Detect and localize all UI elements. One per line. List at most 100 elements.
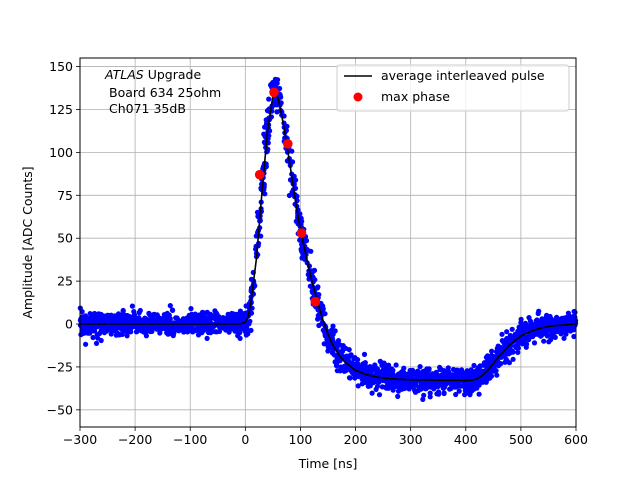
sample-point (124, 330, 131, 336)
average-pulse-line (80, 90, 577, 382)
sample-point (167, 303, 173, 309)
y-tick-label: 75 (57, 188, 73, 203)
sample-point (563, 328, 569, 335)
x-tick-label: −100 (173, 432, 207, 447)
sample-point (405, 380, 411, 386)
sample-point (147, 328, 153, 335)
sample-point (199, 311, 205, 317)
sample-point (341, 363, 347, 370)
sample-point (456, 388, 462, 394)
sample-point (142, 316, 148, 322)
sample-point (434, 391, 440, 397)
sample-point (95, 335, 101, 341)
sample-point (346, 347, 352, 353)
sample-point (361, 351, 368, 357)
sample-point (79, 325, 86, 331)
sample-point (485, 368, 491, 374)
sample-point (365, 379, 371, 385)
sample-point (241, 315, 247, 321)
sample-point (365, 383, 371, 389)
sample-point (395, 388, 402, 394)
sample-point (116, 332, 122, 338)
sample-point (462, 387, 468, 394)
sample-point (417, 373, 423, 380)
sample-point (353, 361, 359, 367)
sample-point (193, 318, 199, 324)
sample-point (90, 319, 96, 325)
sample-point (129, 303, 135, 309)
sample-point (322, 311, 328, 317)
sample-point (270, 79, 276, 86)
sample-point (226, 324, 232, 330)
sample-point (515, 342, 521, 348)
average-line-group (80, 90, 577, 382)
sample-point (393, 362, 399, 368)
max-phase-marker (269, 87, 279, 98)
sample-point (206, 326, 212, 332)
sample-point (557, 325, 563, 331)
sample-point (190, 329, 196, 335)
sample-point (487, 359, 493, 366)
sample-point (412, 389, 419, 395)
sample-point (572, 309, 578, 315)
sample-point (369, 390, 375, 396)
sample-point (120, 315, 126, 321)
max-phase-marker (283, 139, 293, 149)
sample-point (165, 331, 171, 337)
sample-point (448, 381, 454, 387)
ticks: −300 −200 −100 0 100 200 300 400 500 600 −50 −25 0 25… (47, 59, 588, 447)
sample-point (538, 318, 545, 324)
sample-point (565, 310, 572, 316)
sample-point (504, 329, 510, 335)
sample-point (96, 311, 102, 317)
sample-point (389, 366, 395, 372)
y-tick-label: 150 (49, 59, 73, 74)
sample-point (430, 382, 436, 388)
sample-point (541, 338, 547, 344)
sample-point (426, 376, 432, 382)
sample-point (453, 391, 459, 398)
x-tick-label: 400 (454, 432, 478, 447)
sample-point (376, 392, 383, 398)
sample-point (262, 191, 268, 197)
sample-point (123, 323, 129, 329)
sample-point (435, 384, 441, 390)
sample-point (445, 365, 451, 371)
sample-point (222, 325, 228, 331)
sample-point (333, 363, 340, 369)
sample-point (300, 251, 306, 257)
sample-point (216, 328, 223, 334)
sample-point (488, 353, 494, 360)
sample-point (143, 333, 149, 339)
sample-point (92, 328, 98, 334)
sample-point (106, 316, 112, 323)
annotation-experiment: ATLAS (104, 67, 144, 82)
annotation: ATLAS Upgrade Board 634 25ohm Ch071 35dB (104, 67, 221, 116)
sample-point (381, 360, 387, 366)
sample-point (427, 394, 433, 400)
sample-point (571, 333, 577, 340)
sample-point (286, 192, 292, 199)
sample-point (373, 378, 379, 384)
sample-point (539, 331, 546, 337)
sample-point (90, 334, 96, 341)
sample-point (476, 380, 482, 386)
sample-point (150, 312, 157, 318)
sample-point (187, 313, 193, 320)
sample-point (364, 367, 370, 373)
y-tick-label: 50 (57, 231, 73, 246)
sample-point (362, 361, 368, 367)
sample-point (390, 387, 396, 393)
sample-point (395, 393, 401, 399)
legend-label-max-phase: max phase (381, 89, 450, 104)
sample-point (325, 344, 331, 350)
sample-point (400, 384, 406, 390)
sample-point (568, 328, 574, 334)
sample-point (420, 369, 426, 375)
sample-point (108, 331, 114, 337)
x-tick-label: 100 (289, 432, 313, 447)
sample-point (469, 386, 475, 392)
sample-point (339, 348, 346, 354)
sample-point (518, 320, 524, 326)
y-tick-label: 100 (49, 145, 73, 160)
